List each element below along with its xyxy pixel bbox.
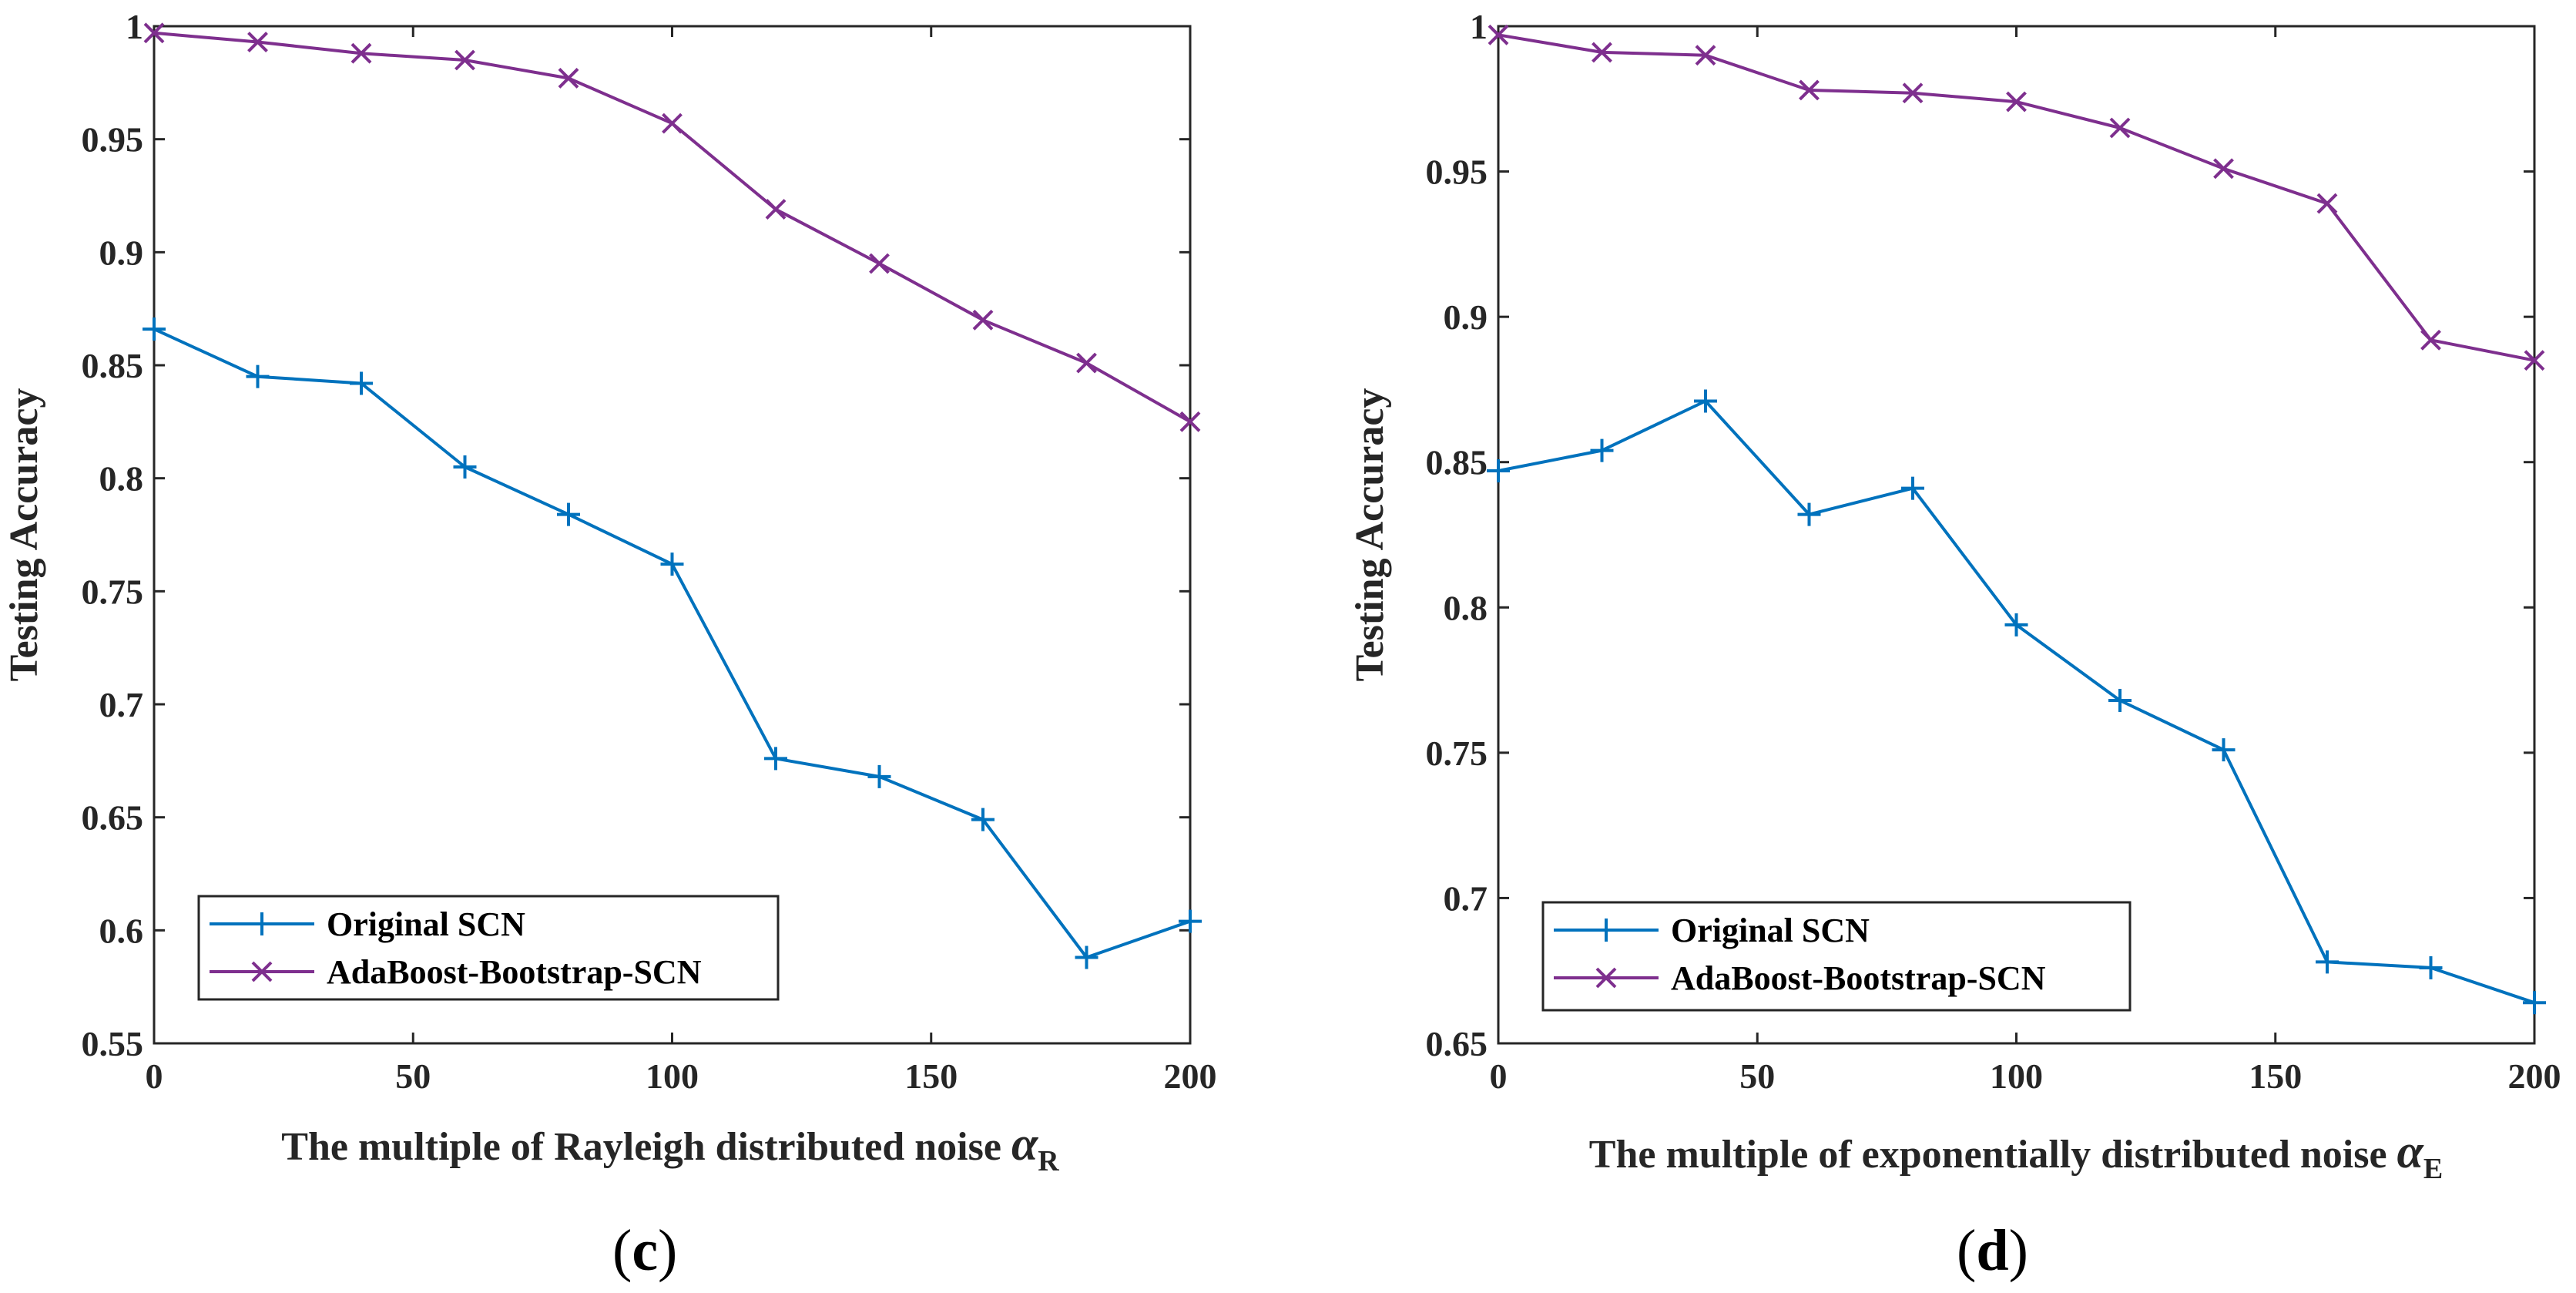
y-tick-label: 0.8 bbox=[1444, 588, 1488, 627]
data-point bbox=[1694, 389, 1717, 413]
y-tick-label: 0.95 bbox=[82, 120, 144, 160]
plot-area-frame bbox=[1497, 25, 2536, 1045]
x-tick-label: 0 bbox=[1490, 1056, 1508, 1096]
data-point bbox=[1797, 502, 1821, 526]
data-point bbox=[2524, 350, 2545, 371]
y-tick-label: 0.9 bbox=[99, 233, 144, 272]
data-point bbox=[2109, 117, 2131, 139]
data-point bbox=[1179, 909, 1202, 933]
data-point bbox=[2108, 688, 2132, 712]
legend: Original SCN AdaBoost-Bootstrap-SCN bbox=[197, 895, 780, 1001]
data-point bbox=[1076, 352, 1097, 374]
y-tick-label: 0.65 bbox=[82, 798, 144, 838]
data-point bbox=[350, 371, 373, 395]
data-point bbox=[1695, 45, 1716, 66]
y-tick-label: 0.6 bbox=[99, 911, 144, 950]
legend-label: Original SCN bbox=[327, 905, 525, 943]
legend-label: Original SCN bbox=[1671, 912, 1870, 949]
panel-label: (c) bbox=[612, 1218, 677, 1283]
y-tick-label: 0.7 bbox=[1444, 878, 1488, 918]
data-point bbox=[971, 808, 995, 831]
x-tick-label: 150 bbox=[2249, 1056, 2302, 1096]
x-axis-label: The multiple of Rayleigh distributed noi… bbox=[281, 1118, 1059, 1177]
legend-label: AdaBoost-Bootstrap-SCN bbox=[327, 953, 702, 991]
data-point bbox=[247, 32, 268, 52]
data-point bbox=[2316, 950, 2339, 974]
data-point bbox=[2316, 193, 2338, 214]
legend-box bbox=[1541, 901, 2132, 1012]
y-tick-label: 0.65 bbox=[1426, 1024, 1488, 1063]
y-tick-label: 1 bbox=[1470, 7, 1488, 46]
data-point bbox=[143, 22, 165, 44]
y-tick-label: 1 bbox=[126, 7, 143, 46]
x-tick-label: 200 bbox=[2508, 1056, 2561, 1096]
legend: Original SCN AdaBoost-Bootstrap-SCN bbox=[1541, 901, 2132, 1012]
legend-label: AdaBoost-Bootstrap-SCN bbox=[1671, 959, 2046, 997]
y-tick-label: 0.95 bbox=[1426, 153, 1488, 192]
data-point bbox=[2213, 158, 2234, 180]
x-tick-label: 50 bbox=[1739, 1056, 1775, 1096]
data-point bbox=[246, 364, 270, 388]
data-point bbox=[972, 309, 994, 331]
data-point bbox=[1487, 459, 1510, 483]
x-axis-label: The multiple of exponentially distribute… bbox=[1589, 1126, 2443, 1185]
series-line-adaboost-bootstrap-scn bbox=[1498, 33, 2535, 362]
data-point bbox=[454, 49, 475, 71]
x-tick-label: 0 bbox=[146, 1056, 163, 1096]
x-tick-label: 150 bbox=[904, 1056, 958, 1096]
y-tick-label: 0.75 bbox=[1426, 734, 1488, 773]
y-tick-label: 0.8 bbox=[99, 459, 144, 499]
data-point bbox=[2419, 955, 2443, 979]
data-point bbox=[2523, 991, 2546, 1015]
data-point bbox=[1488, 24, 1509, 45]
data-point bbox=[2006, 91, 2027, 113]
data-point bbox=[2420, 329, 2441, 351]
x-tick-label: 50 bbox=[395, 1056, 431, 1096]
y-tick-label: 0.9 bbox=[1444, 297, 1488, 337]
data-point bbox=[662, 113, 683, 134]
legend-box bbox=[197, 895, 780, 1001]
legend-marker bbox=[251, 961, 273, 982]
y-axis-label: Testing Accuracy bbox=[1348, 388, 1392, 682]
data-point bbox=[143, 317, 166, 341]
data-point bbox=[1590, 438, 1614, 462]
y-tick-label: 0.85 bbox=[1426, 443, 1488, 482]
y-tick-label: 0.7 bbox=[99, 685, 144, 724]
panel-label: (d) bbox=[1957, 1218, 2028, 1283]
data-point bbox=[764, 747, 787, 771]
data-point bbox=[765, 199, 787, 220]
data-point bbox=[453, 455, 477, 479]
x-tick-label: 100 bbox=[646, 1056, 699, 1096]
data-point bbox=[1075, 945, 1098, 969]
y-axis-label: Testing Accuracy bbox=[2, 388, 46, 682]
data-point bbox=[1799, 79, 1820, 101]
legend-marker bbox=[1595, 967, 1617, 989]
data-point bbox=[2212, 738, 2236, 762]
y-tick-label: 0.75 bbox=[82, 572, 144, 611]
data-point bbox=[660, 552, 684, 576]
data-point bbox=[869, 253, 890, 274]
data-point bbox=[557, 502, 580, 526]
y-tick-label: 0.55 bbox=[82, 1024, 144, 1063]
data-point bbox=[2004, 613, 2028, 636]
x-tick-label: 200 bbox=[1164, 1056, 1217, 1096]
data-point bbox=[1901, 476, 1924, 500]
chart-panel-c: 0 50 100 150 200 0.55 0.6 0.65 0.7 0.75 0.8 0.85 0.9… bbox=[2, 7, 1217, 1283]
series-line-adaboost-bootstrap-scn bbox=[153, 31, 1191, 424]
series-line-original-scn bbox=[153, 327, 1191, 959]
data-point bbox=[1592, 42, 1612, 63]
data-point bbox=[867, 764, 891, 788]
data-point bbox=[351, 42, 372, 64]
data-point bbox=[558, 68, 579, 89]
chart-panel-d: 0 50 100 150 200 0.65 0.7 0.75 0.8 0.85 0.9 0.95 1 Or… bbox=[1348, 7, 2561, 1283]
y-tick-label: 0.85 bbox=[82, 346, 144, 385]
data-point bbox=[1179, 411, 1201, 432]
data-point bbox=[1902, 82, 1924, 104]
x-tick-label: 100 bbox=[1990, 1056, 2043, 1096]
